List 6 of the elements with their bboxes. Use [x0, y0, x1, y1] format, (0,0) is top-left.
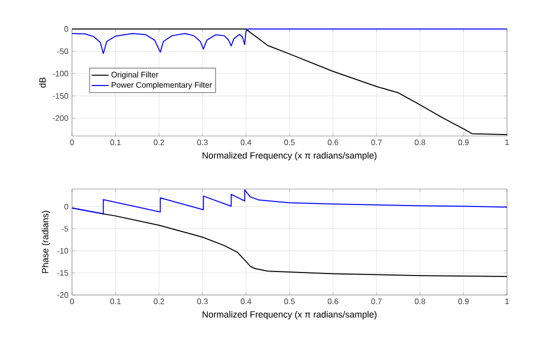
x-axis-title: Normalized Frequency (x π radians/sample): [202, 311, 376, 320]
line-series: [72, 28, 508, 54]
x-axis-title: Normalized Frequency (x π radians/sample): [202, 152, 376, 160]
y-axis-title: Phase (radians): [42, 210, 50, 273]
line-series: [72, 189, 508, 214]
y-axis-title: dB: [39, 77, 46, 88]
